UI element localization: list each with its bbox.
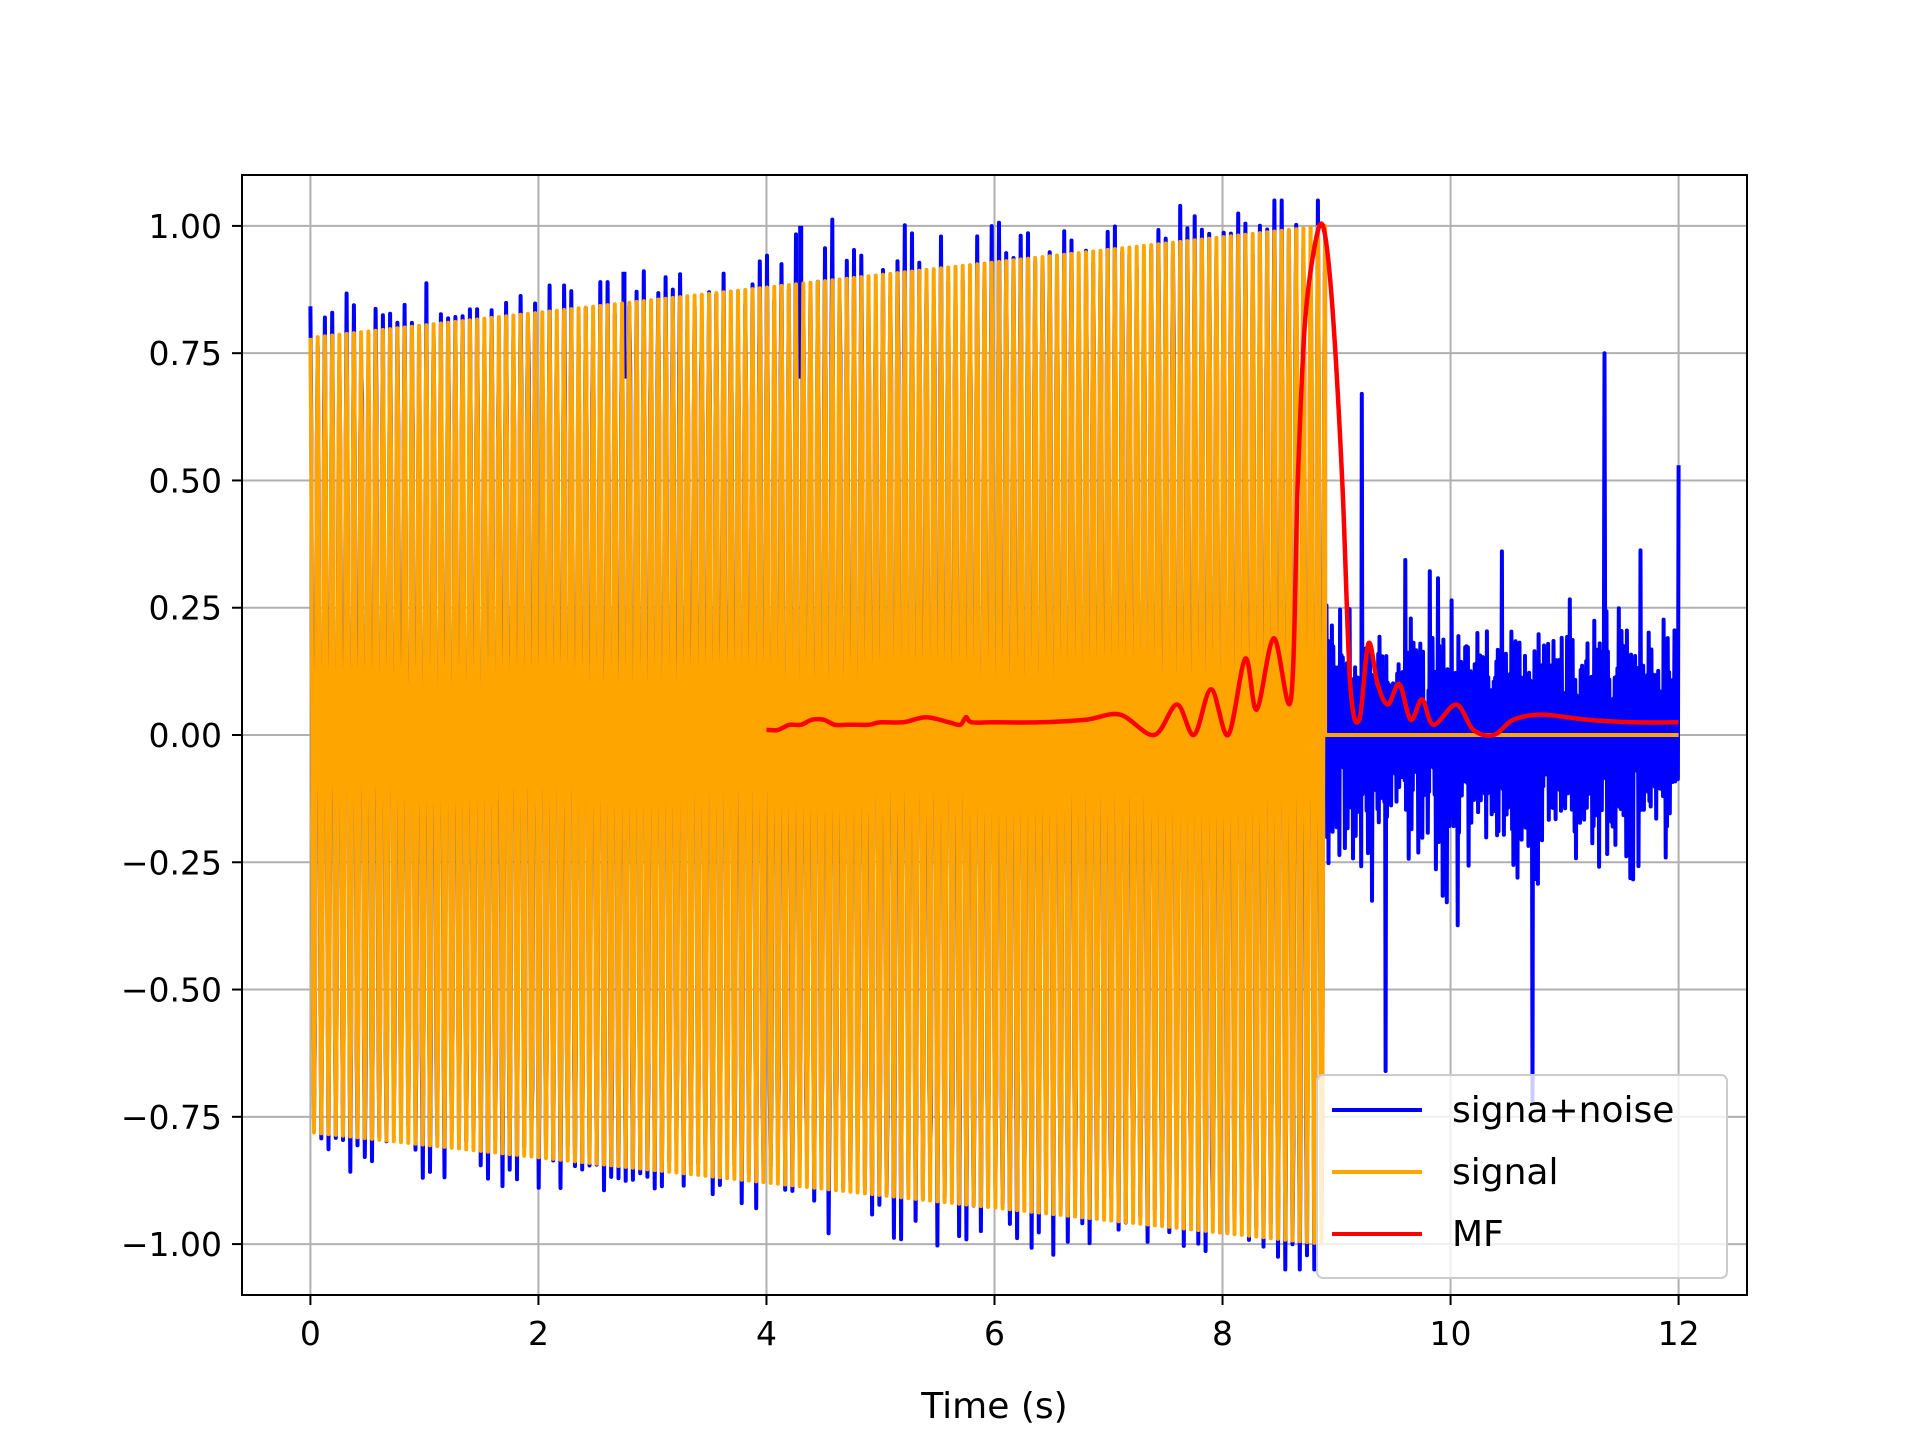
series-mf xyxy=(766,221,1679,738)
axis-ticks xyxy=(232,224,1680,1305)
y-tick-labels: 1.00 0.75 0.50 0.25 0.00 −0.25 −0.50 −0.75 −1.00 xyxy=(121,207,222,1264)
x-tick-label: 2 xyxy=(528,1314,549,1353)
x-tick-label: 10 xyxy=(1430,1314,1472,1353)
y-tick-label: 1.00 xyxy=(149,207,222,246)
x-tick-label: 6 xyxy=(984,1314,1005,1353)
legend-label-signal: signal xyxy=(1452,1152,1559,1193)
y-tick-label: 0.75 xyxy=(149,334,222,373)
x-axis-label: Time (s) xyxy=(920,1386,1067,1427)
x-tick-label: 0 xyxy=(300,1314,321,1353)
legend-label-signal-noise: signa+noise xyxy=(1452,1090,1674,1131)
series-signal-line xyxy=(308,223,1679,1246)
plot-area xyxy=(308,198,1681,1272)
y-tick-label: 0.00 xyxy=(149,716,222,755)
x-tick-label: 12 xyxy=(1658,1314,1700,1353)
legend: signa+noise signal MF xyxy=(1316,1074,1728,1279)
y-tick-label: 0.25 xyxy=(149,589,222,628)
y-tick-label: −1.00 xyxy=(121,1225,222,1264)
y-tick-label: −0.25 xyxy=(121,843,222,882)
legend-box xyxy=(1316,1074,1728,1279)
x-tick-labels: 0 2 4 6 8 10 12 xyxy=(300,1314,1700,1353)
legend-label-mf: MF xyxy=(1452,1214,1504,1255)
y-tick-label: −0.75 xyxy=(121,1098,222,1137)
series-mf-line xyxy=(766,221,1679,738)
x-tick-label: 4 xyxy=(756,1314,777,1353)
x-tick-label: 8 xyxy=(1212,1314,1233,1353)
series-signal xyxy=(308,223,1679,1246)
y-tick-label: −0.50 xyxy=(121,971,222,1010)
y-tick-label: 0.50 xyxy=(149,461,222,500)
